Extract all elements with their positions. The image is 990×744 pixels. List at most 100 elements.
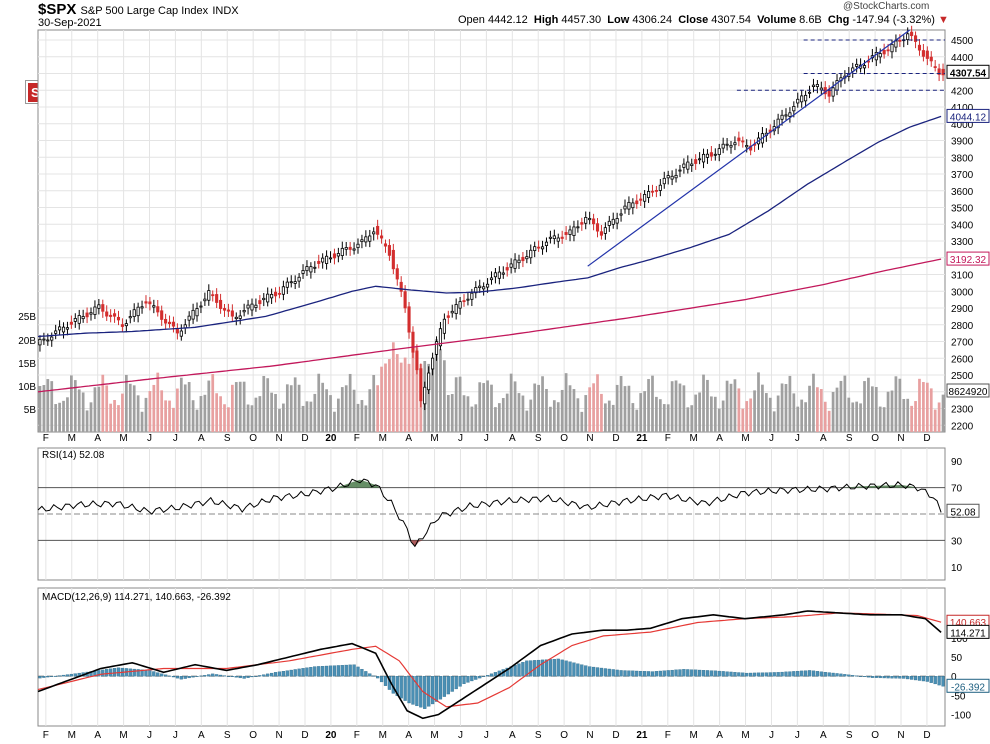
- candle-body: [815, 84, 819, 87]
- candle-body: [148, 301, 152, 305]
- macd-title: MACD(12,26,9) 114.271, 140.663, -26.392: [42, 592, 231, 603]
- candle-body: [152, 305, 156, 308]
- volume-bar: [278, 408, 281, 432]
- volume-bar: [183, 384, 187, 432]
- candle-body: [611, 218, 615, 225]
- volume-bar: [376, 385, 379, 432]
- candle-body: [654, 189, 658, 192]
- volume-bar: [745, 401, 749, 432]
- candle-body: [321, 257, 325, 263]
- macd-hist-bar: [97, 670, 101, 677]
- x-tick-label: S: [846, 433, 853, 444]
- candle-body: [364, 236, 368, 243]
- macd-hist-bar: [215, 674, 219, 677]
- volume-bar: [588, 387, 592, 432]
- volume-bar: [156, 372, 160, 432]
- candle-body: [662, 177, 666, 185]
- macd-hist-bar: [163, 674, 168, 677]
- volume-bar: [929, 388, 933, 432]
- candle-body: [183, 324, 187, 329]
- y-tick-label: 2600: [951, 354, 974, 365]
- macd-hist-bar: [482, 676, 486, 677]
- volume-bar: [388, 359, 391, 432]
- volume-bar: [768, 397, 772, 432]
- panel-macd: [37, 587, 946, 727]
- macd-hist-bar: [627, 670, 631, 677]
- exchange-label: INDX: [212, 5, 239, 17]
- volume-bar: [73, 380, 77, 432]
- x-tick-label: F: [43, 433, 49, 444]
- macd-hist-bar: [513, 664, 517, 677]
- macd-hist-bar: [501, 669, 505, 677]
- volume-bar: [552, 400, 556, 432]
- macd-hist-bar: [819, 671, 823, 677]
- macd-hist-bar: [807, 670, 812, 677]
- candle-body: [97, 304, 101, 309]
- volume-bar: [784, 384, 788, 432]
- y-tick-label: 3600: [951, 187, 974, 198]
- macd-hist-bar: [57, 675, 62, 677]
- candle-body: [874, 51, 878, 61]
- candle-body: [584, 217, 588, 224]
- volume-bar: [474, 404, 478, 432]
- volume-bar: [191, 400, 195, 432]
- candle-body: [564, 232, 568, 235]
- y-tick-label: 4000: [951, 120, 974, 131]
- macd-hist-bar: [230, 676, 234, 677]
- volume-bar: [313, 393, 317, 432]
- macd-hist-bar: [317, 666, 321, 677]
- candle-body: [325, 255, 329, 264]
- volume-bar: [411, 351, 415, 432]
- candle-body: [847, 73, 851, 77]
- macd-hist-bar: [383, 676, 388, 686]
- macd-hist-bar: [195, 676, 199, 677]
- macd-hist-bar: [328, 665, 333, 677]
- candle-body: [941, 68, 945, 76]
- candle-body: [266, 293, 270, 303]
- macd-hist-bar: [654, 671, 659, 677]
- x-tick-label: A: [405, 433, 412, 444]
- macd-hist-bar: [144, 669, 148, 677]
- volume-bar: [525, 410, 529, 432]
- candle-body: [167, 321, 172, 324]
- x-tick-label: A: [716, 433, 723, 444]
- candle-body: [203, 298, 207, 302]
- macd-hist-bar: [517, 663, 521, 677]
- macd-hist-bar: [254, 676, 258, 677]
- y-tick-label: 3800: [951, 153, 974, 164]
- volume-bar: [639, 393, 643, 432]
- volume-bar: [623, 386, 627, 432]
- macd-hist-bar: [749, 672, 753, 677]
- volume-bar: [431, 359, 434, 432]
- x-tick-label: O: [560, 730, 568, 741]
- volume-bar: [176, 388, 179, 432]
- candle-body: [454, 304, 458, 314]
- volume-bar: [576, 398, 580, 432]
- candle-body: [113, 313, 117, 317]
- volume-bar: [662, 404, 666, 432]
- volume-bar: [317, 373, 321, 432]
- candle-body: [226, 309, 230, 312]
- candle-body: [293, 281, 297, 284]
- x-tick-label: F: [354, 730, 360, 741]
- volume-bar: [556, 402, 560, 432]
- volume-bar: [407, 363, 411, 432]
- candle-body: [391, 249, 395, 270]
- candle-body: [737, 137, 741, 142]
- candle-body: [862, 65, 867, 69]
- volume-bar: [619, 376, 623, 432]
- volume-bar: [874, 386, 878, 432]
- x-tick-label: J: [769, 433, 774, 444]
- candle-body: [635, 200, 639, 205]
- macd-hist-bar: [611, 669, 615, 677]
- candle-body: [643, 194, 647, 202]
- candle-body: [344, 247, 348, 250]
- macd-hist-bar: [128, 668, 132, 677]
- macd-hist-bar: [65, 674, 70, 677]
- macd-hist-bar: [89, 671, 93, 677]
- x-tick-label: J: [458, 730, 463, 741]
- ma200-tag: 3192.32: [950, 255, 987, 266]
- volume-bar: [105, 385, 109, 432]
- volume-bar: [164, 400, 167, 432]
- macd-hist-bar: [694, 669, 698, 677]
